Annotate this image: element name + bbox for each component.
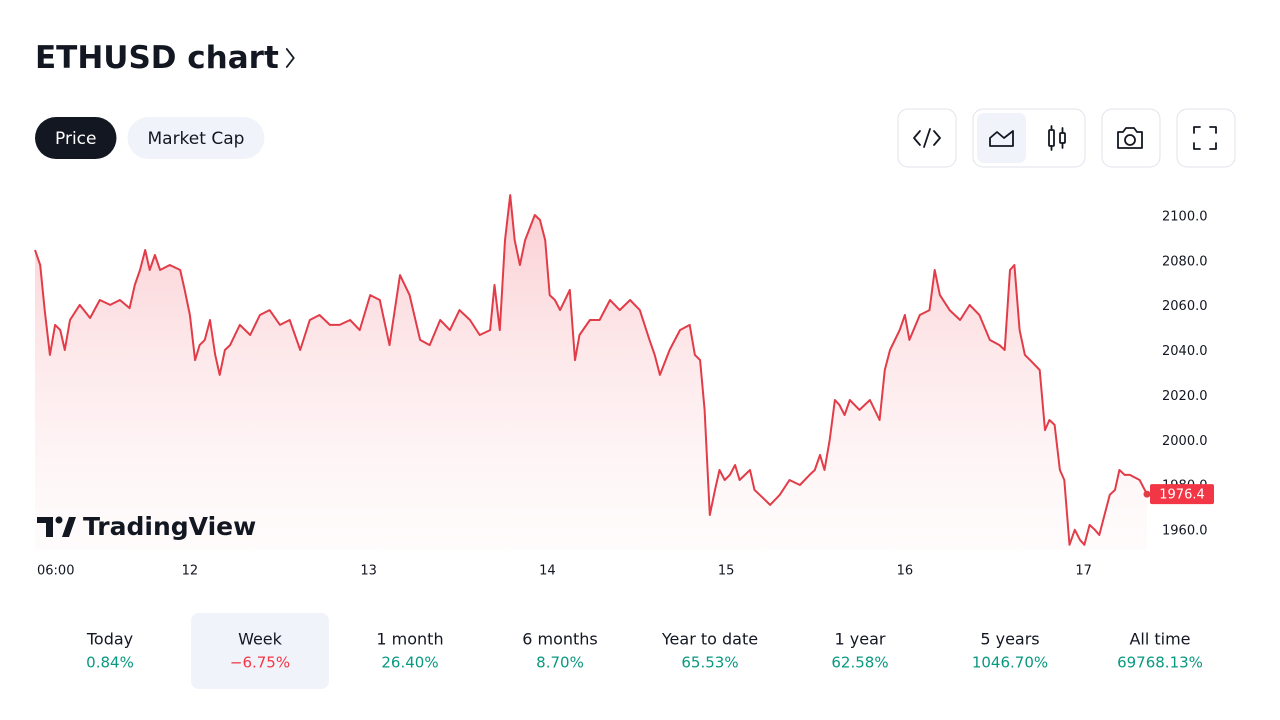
fullscreen-button[interactable] xyxy=(1176,108,1236,168)
period-change: 62.58% xyxy=(831,654,888,672)
y-tick-label: 2000.0 xyxy=(1162,434,1208,449)
y-tick-label: 2060.0 xyxy=(1162,299,1208,314)
candle-style-button[interactable] xyxy=(1048,125,1066,151)
period-change: 0.84% xyxy=(86,654,134,672)
period-change: −6.75% xyxy=(230,654,290,672)
line-style-button[interactable] xyxy=(977,113,1026,163)
period-change: 1046.70% xyxy=(972,654,1048,672)
x-tick-label: 16 xyxy=(897,564,914,579)
tab-pill xyxy=(127,117,265,159)
x-tick-label: 17 xyxy=(1075,564,1092,579)
tab-pill xyxy=(35,117,117,159)
tab-label: Price xyxy=(55,129,96,149)
period-change: 69768.13% xyxy=(1117,654,1203,672)
period-button[interactable]: Year to date 65.53% xyxy=(661,630,758,672)
period-change: 26.40% xyxy=(381,654,438,672)
period-label: 1 month xyxy=(376,630,443,649)
period-button[interactable]: Today 0.84% xyxy=(86,630,134,672)
period-label: 5 years xyxy=(980,630,1039,649)
x-tick-label: 15 xyxy=(718,564,735,579)
period-label: All time xyxy=(1129,630,1190,649)
last-point xyxy=(1143,490,1151,498)
y-tick-label: 1960.0 xyxy=(1162,523,1208,538)
x-tick-label: 12 xyxy=(182,564,199,579)
title-chevron[interactable] xyxy=(285,48,295,68)
watermark: TradingView xyxy=(37,512,256,541)
period-label: Year to date xyxy=(661,630,758,649)
y-tick-label: 2020.0 xyxy=(1162,389,1208,404)
period-change: 65.53% xyxy=(681,654,738,672)
period-selected-bg xyxy=(191,613,329,689)
y-tick-label: 2100.0 xyxy=(1162,210,1208,225)
period-button[interactable]: Week −6.75% xyxy=(191,613,329,689)
tab-label: Market Cap xyxy=(147,129,244,149)
tab[interactable]: Price xyxy=(35,117,117,159)
period-label: Week xyxy=(238,630,283,649)
period-label: Today xyxy=(86,630,133,649)
last-value-badge xyxy=(1150,484,1214,505)
price-chart: 1960.01980.02000.02020.02040.02060.02080… xyxy=(34,194,1214,579)
embed-button[interactable] xyxy=(897,108,957,168)
period-bar: Today 0.84% Week −6.75% 1 month 26.40% 6 month… xyxy=(86,613,1203,689)
y-tick-label: 2080.0 xyxy=(1162,254,1208,269)
watermark-text: TradingView xyxy=(83,512,256,541)
page-title[interactable]: ETHUSD chart xyxy=(35,40,279,76)
chart-style-group xyxy=(972,108,1086,168)
last-value-label: 1976.4 xyxy=(1159,488,1205,503)
period-button[interactable]: All time 69768.13% xyxy=(1117,630,1203,672)
period-button[interactable]: 1 month 26.40% xyxy=(376,630,443,672)
period-label: 6 months xyxy=(522,630,598,649)
tabs: Price Market Cap xyxy=(35,117,265,159)
period-button[interactable]: 6 months 8.70% xyxy=(522,630,598,672)
x-tick-label: 14 xyxy=(539,564,556,579)
period-button[interactable]: 1 year 62.58% xyxy=(831,630,888,672)
period-change: 8.70% xyxy=(536,654,584,672)
period-label: 1 year xyxy=(835,630,886,649)
x-tick-label: 06:00 xyxy=(37,564,74,579)
tab[interactable]: Market Cap xyxy=(127,117,265,159)
area-fill xyxy=(35,195,1147,550)
x-tick-label: 13 xyxy=(360,564,377,579)
price-line xyxy=(34,194,1148,546)
period-button[interactable]: 5 years 1046.70% xyxy=(972,630,1048,672)
snapshot-button[interactable] xyxy=(1101,108,1161,168)
y-tick-label: 2040.0 xyxy=(1162,344,1208,359)
